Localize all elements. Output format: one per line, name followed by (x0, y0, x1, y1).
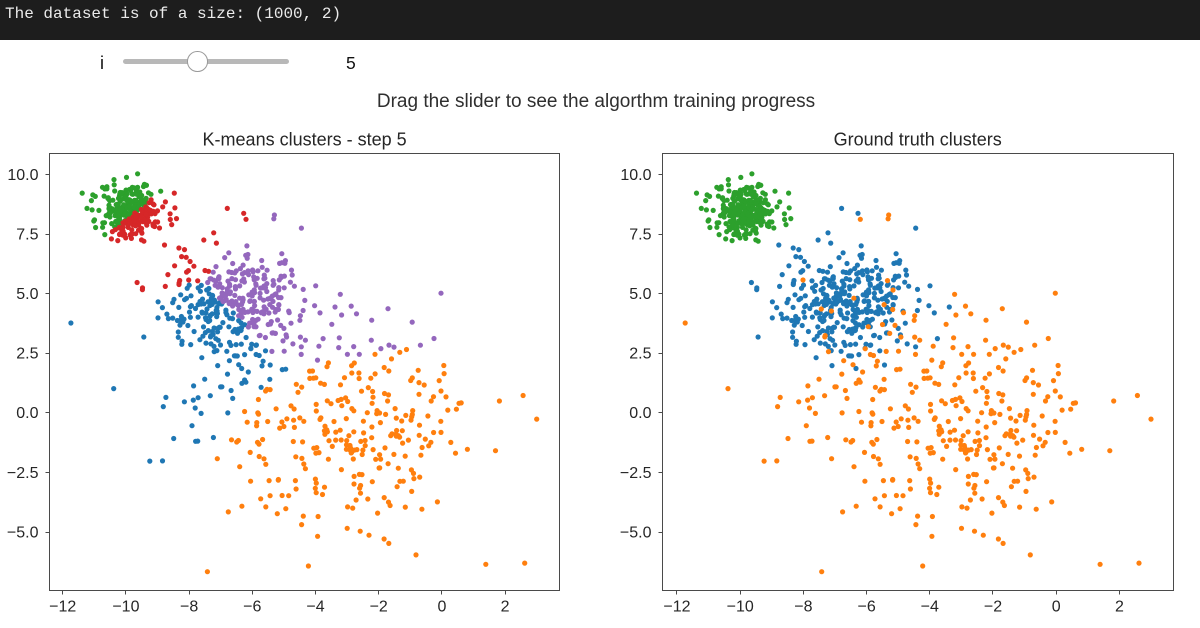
svg-text:−5.0: −5.0 (620, 524, 652, 541)
svg-text:0.0: 0.0 (629, 405, 651, 422)
svg-text:−12: −12 (663, 599, 690, 616)
svg-text:−2.5: −2.5 (620, 465, 652, 482)
svg-text:−6: −6 (857, 599, 875, 616)
svg-text:−2: −2 (370, 599, 388, 616)
svg-text:5.0: 5.0 (629, 286, 651, 303)
svg-text:2: 2 (1115, 599, 1124, 616)
svg-text:−12: −12 (49, 599, 76, 616)
svg-text:0: 0 (437, 599, 446, 616)
svg-text:10.0: 10.0 (7, 167, 38, 184)
svg-text:−5.0: −5.0 (7, 524, 39, 541)
svg-text:−4: −4 (921, 599, 939, 616)
svg-text:−2: −2 (984, 599, 1002, 616)
svg-text:2.5: 2.5 (629, 346, 651, 363)
svg-text:−8: −8 (180, 599, 198, 616)
svg-text:7.5: 7.5 (629, 226, 651, 243)
svg-text:−4: −4 (306, 599, 324, 616)
svg-text:−2.5: −2.5 (7, 465, 39, 482)
svg-text:−10: −10 (727, 599, 754, 616)
svg-text:0.0: 0.0 (16, 405, 38, 422)
svg-text:2.5: 2.5 (16, 346, 38, 363)
svg-text:−6: −6 (243, 599, 261, 616)
svg-text:7.5: 7.5 (16, 226, 38, 243)
svg-text:−8: −8 (794, 599, 812, 616)
svg-text:K-means clusters - step 5: K-means clusters - step 5 (203, 130, 407, 150)
svg-text:10.0: 10.0 (620, 167, 651, 184)
svg-text:5.0: 5.0 (16, 286, 38, 303)
svg-text:2: 2 (501, 599, 510, 616)
svg-text:−10: −10 (112, 599, 139, 616)
svg-text:Ground truth clusters: Ground truth clusters (834, 130, 1002, 150)
svg-text:0: 0 (1052, 599, 1061, 616)
